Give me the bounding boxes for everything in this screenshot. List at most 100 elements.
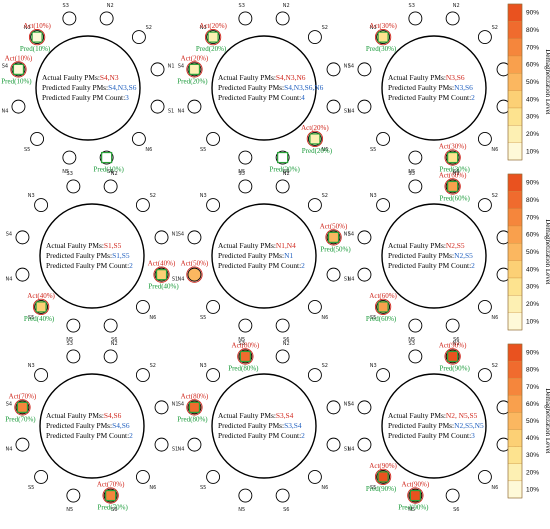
predicted-marker (377, 471, 389, 483)
pm-n5: N5 (66, 318, 81, 343)
pm-label: N4 (347, 108, 354, 114)
pm-circle (11, 99, 26, 114)
pm-label: S2 (492, 193, 498, 199)
pm-s5: S5 (200, 469, 221, 491)
actual-marker (14, 399, 31, 416)
predicted-marker (447, 180, 459, 193)
pm-n4: N4 (347, 99, 372, 114)
pm-label: N5 (238, 337, 245, 343)
colorbar-swatch (507, 107, 523, 126)
pm-n3: N3 (200, 363, 221, 383)
colorbar-swatch (507, 125, 523, 143)
predicted-fault-label: Pred(20%) (302, 147, 333, 155)
colorbar-swatch (507, 21, 523, 39)
pm-circle (445, 349, 460, 364)
pm-circle (150, 62, 165, 77)
actual-marker (186, 61, 203, 78)
pm-circle (275, 318, 290, 333)
pm-label: N1 (344, 232, 351, 238)
predicted-marker (377, 31, 389, 43)
actual-marker (28, 28, 46, 46)
pm-label: S2 (322, 25, 328, 31)
colorbar-swatch (507, 277, 523, 296)
pm-circle (357, 99, 372, 114)
pm-s5: S5 (200, 299, 221, 321)
stator-circle (381, 203, 487, 309)
pm-label: S1 (344, 446, 350, 452)
pm-label: S4 (6, 232, 12, 238)
actual-marker (444, 178, 461, 195)
predicted-faulty-pms: Predicted Faulty PMs:N2,S5 (388, 251, 473, 260)
predicted-marker (35, 301, 47, 313)
pm-circle (275, 11, 290, 26)
pm-label: N4 (5, 446, 12, 452)
pm-label: S4 (348, 402, 354, 408)
actual-marker (204, 28, 222, 46)
pm-label: S2 (322, 363, 328, 369)
pm-circle (187, 62, 202, 77)
predicted-marker (277, 151, 289, 164)
pm-s3: S3 (408, 341, 423, 364)
colorbar-tick-label: 20% (526, 131, 539, 138)
pm-label: S4 (348, 232, 354, 238)
pm-circle (66, 318, 81, 333)
pm-s6: S6 (445, 318, 460, 343)
actual-fault-label: Act(80%) (181, 392, 209, 400)
pm-label: N6 (321, 485, 328, 491)
actual-marker (102, 487, 119, 504)
pm-circle (326, 230, 341, 245)
colorbar-tick-label: 10% (526, 486, 539, 493)
predicted-marker (207, 31, 219, 43)
pm-label: N6 (149, 315, 156, 321)
predicted-marker (31, 31, 43, 43)
colorbar-swatch (507, 73, 523, 91)
pm-s4: S4 (348, 400, 372, 415)
pm-circle (187, 400, 202, 415)
pm-circle (275, 349, 290, 364)
pm-label: N2 (283, 3, 290, 9)
pm-s5: S5 (24, 131, 45, 153)
pm-s1: S1 (154, 437, 178, 452)
pm-label: S5 (24, 147, 30, 153)
pm-label: S3 (409, 171, 415, 177)
pm-circle (15, 437, 30, 452)
pm-label: S3 (239, 3, 245, 9)
pm-circle (66, 179, 81, 194)
pm-s4: S4 (348, 62, 372, 77)
predicted-fault-label: Pred(10%) (20, 45, 51, 53)
actual-fault-label: Act(50%) (320, 222, 348, 230)
pm-circle (326, 99, 341, 114)
pm-circle (34, 299, 49, 314)
stator-circle (211, 203, 317, 309)
actual-fault-label: Act(20%) (301, 124, 329, 132)
pm-circle (376, 198, 391, 213)
pm-circle (275, 150, 290, 165)
predicted-marker (155, 269, 168, 281)
pm-s3: S3 (66, 171, 81, 194)
colorbar-tick-label: 80% (526, 197, 539, 204)
pm-n4: N4 (177, 437, 202, 452)
pm-circle (408, 488, 423, 503)
actual-fault-label: Act(20%) (181, 54, 209, 62)
pm-n3: N3 (200, 193, 221, 213)
predicted-marker (447, 151, 459, 164)
actual-marker (325, 229, 342, 246)
colorbar-tick-label: 40% (526, 266, 539, 273)
predicted-fault-label: Pred(80%) (177, 415, 208, 423)
pm-circle (326, 437, 341, 452)
colorbar-tick-label: 60% (526, 232, 539, 239)
pm-circle (408, 349, 423, 364)
pm-n2: N2 (275, 171, 290, 194)
pm-circle (238, 11, 253, 26)
stator-circle (211, 373, 317, 479)
pm-circle (275, 179, 290, 194)
actual-fault-label: Act(60%) (369, 292, 397, 300)
predicted-fault-label: Pred(60%) (366, 315, 397, 323)
actual-fault-label: Act(10%) (5, 54, 33, 62)
colorbar-tick-label: 80% (526, 367, 539, 374)
pm-label: N3 (200, 25, 207, 31)
pm-s5: S5 Act(90%) Pred(90%) (366, 462, 398, 493)
predicted-fault-label: Pred(20%) (196, 45, 227, 53)
pm-s2: S2 (307, 363, 328, 383)
colorbar-tick-label: 30% (526, 452, 539, 459)
